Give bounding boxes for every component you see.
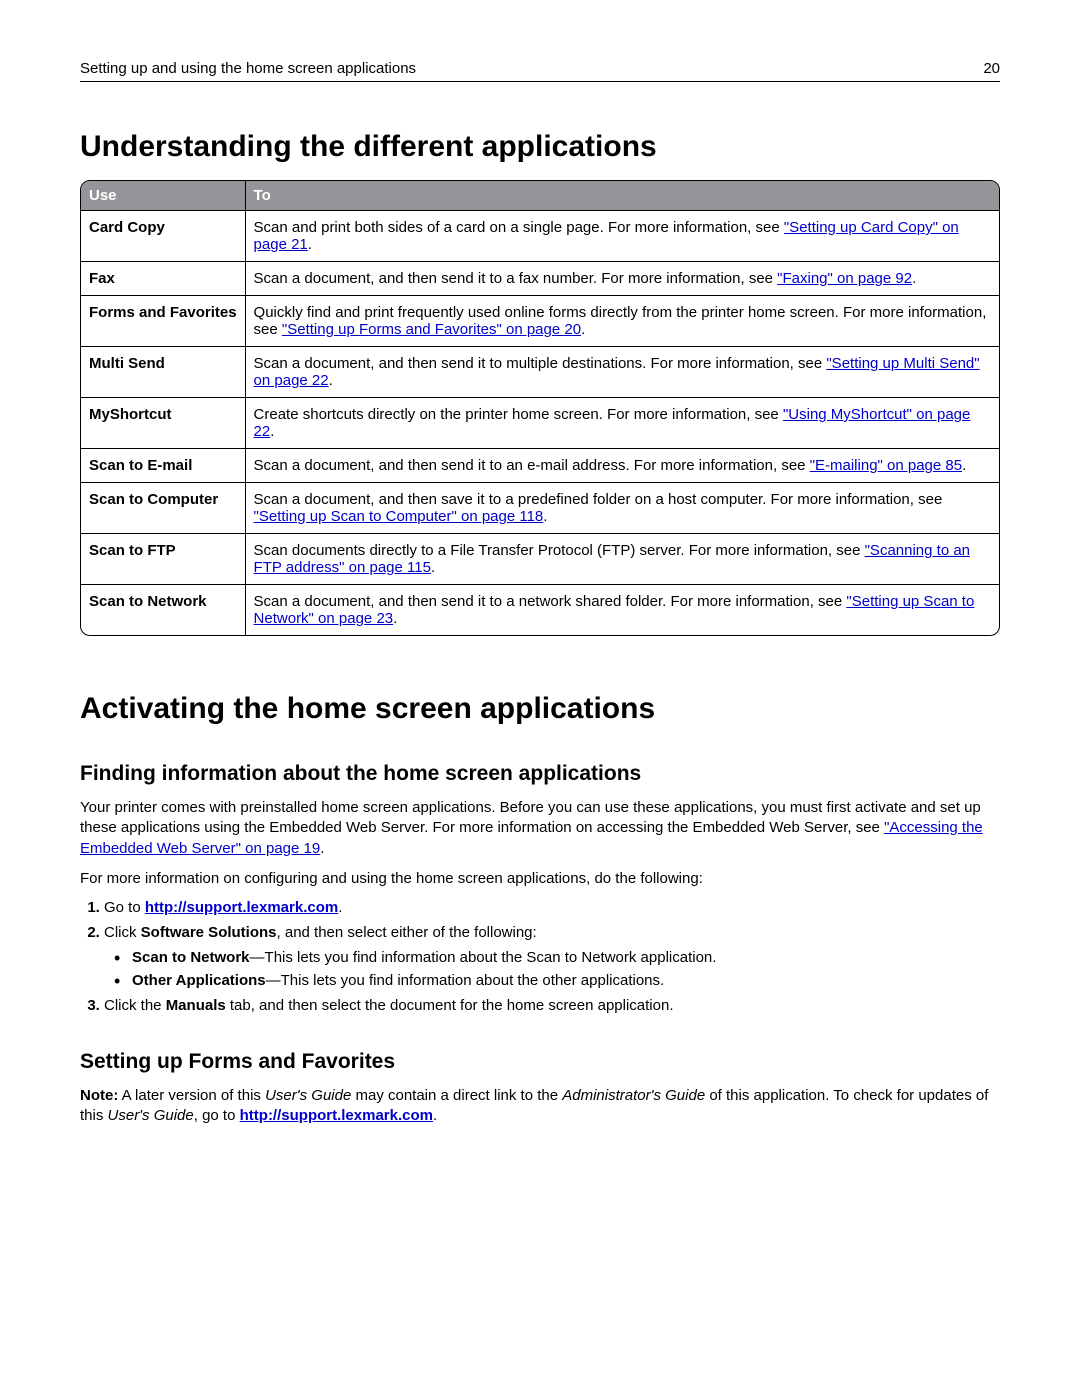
subheading-setting-up-forms: Setting up Forms and Favorites bbox=[80, 1050, 1000, 1074]
bullet2-rest: —This lets you find information about th… bbox=[266, 972, 665, 989]
step1-pre: Go to bbox=[104, 899, 145, 916]
cell-text-post: . bbox=[393, 610, 397, 627]
col-use: Use bbox=[81, 181, 246, 211]
note-mid3: , go to bbox=[194, 1107, 240, 1124]
step2-bullets: Scan to Network—This lets you find infor… bbox=[104, 949, 1000, 989]
cell-use: MyShortcut bbox=[81, 398, 246, 449]
cell-text-post: . bbox=[431, 559, 435, 576]
step2-pre: Click bbox=[104, 924, 141, 941]
bullet-other-applications: Other Applications—This lets you find in… bbox=[132, 972, 1000, 989]
table-row: Scan to E-mail Scan a document, and then … bbox=[81, 449, 999, 483]
cell-use: Card Copy bbox=[81, 211, 246, 262]
cell-use: Scan to Network bbox=[81, 585, 246, 635]
step-1: Go to http://support.lexmark.com. bbox=[104, 899, 1000, 916]
note-paragraph: Note: A later version of this User's Gui… bbox=[80, 1086, 1000, 1127]
cell-to: Create shortcuts directly on the printer… bbox=[246, 398, 999, 449]
cell-to: Quickly find and print frequently used o… bbox=[246, 296, 999, 347]
section-heading-understanding: Understanding the different applications bbox=[80, 130, 1000, 164]
col-to: To bbox=[246, 181, 999, 211]
header-title: Setting up and using the home screen app… bbox=[80, 60, 416, 77]
note-post: . bbox=[433, 1107, 437, 1124]
step-3: Click the Manuals tab, and then select t… bbox=[104, 997, 1000, 1014]
cell-text-pre: Create shortcuts directly on the printer… bbox=[254, 406, 783, 423]
cell-use: Fax bbox=[81, 262, 246, 296]
applications-table: Use To Card Copy Scan and print both side… bbox=[80, 180, 1000, 636]
step2-post: , and then select either of the followin… bbox=[277, 924, 537, 941]
table-row: Scan to FTP Scan documents directly to a … bbox=[81, 534, 999, 585]
cross-reference-link[interactable]: "E-mailing" on page 85 bbox=[810, 457, 962, 474]
bullet-scan-to-network: Scan to Network—This lets you find infor… bbox=[132, 949, 1000, 966]
paragraph-followup: For more information on configuring and … bbox=[80, 869, 1000, 889]
cell-text-post: . bbox=[270, 423, 274, 440]
note-mid1: may contain a direct link to the bbox=[351, 1087, 562, 1104]
cell-to: Scan a document, and then send it to a n… bbox=[246, 585, 999, 635]
step-2: Click Software Solutions, and then selec… bbox=[104, 924, 1000, 989]
cell-text-pre: Scan documents directly to a File Transf… bbox=[254, 542, 865, 559]
cell-text-post: . bbox=[329, 372, 333, 389]
note-i1: User's Guide bbox=[265, 1087, 351, 1104]
table-row: Card Copy Scan and print both sides of a … bbox=[81, 211, 999, 262]
note-i2: Administrator's Guide bbox=[562, 1087, 705, 1104]
steps-list: Go to http://support.lexmark.com. Click … bbox=[80, 899, 1000, 1014]
bullet2-bold: Other Applications bbox=[132, 972, 266, 989]
cell-to: Scan a document, and then send it to a f… bbox=[246, 262, 999, 296]
cell-text-post: . bbox=[912, 270, 916, 287]
cell-text-pre: Scan a document, and then send it to a n… bbox=[254, 593, 847, 610]
paragraph-intro: Your printer comes with preinstalled hom… bbox=[80, 798, 1000, 859]
link-support-lexmark-1[interactable]: http://support.lexmark.com bbox=[145, 899, 338, 916]
section-heading-activating: Activating the home screen applications bbox=[80, 692, 1000, 726]
page-header: Setting up and using the home screen app… bbox=[80, 60, 1000, 82]
cell-to: Scan a document, and then save it to a p… bbox=[246, 483, 999, 534]
note-pre: A later version of this bbox=[118, 1087, 265, 1104]
cell-to: Scan a document, and then send it to mul… bbox=[246, 347, 999, 398]
link-support-lexmark-2[interactable]: http://support.lexmark.com bbox=[240, 1107, 433, 1124]
bullet1-rest: —This lets you find information about th… bbox=[250, 949, 717, 966]
document-page: Setting up and using the home screen app… bbox=[0, 0, 1080, 1397]
table-row: Scan to Network Scan a document, and then… bbox=[81, 585, 999, 635]
cross-reference-link[interactable]: "Setting up Scan to Computer" on page 11… bbox=[254, 508, 544, 525]
cell-use: Forms and Favorites bbox=[81, 296, 246, 347]
cell-use: Scan to E-mail bbox=[81, 449, 246, 483]
table-row: Multi Send Scan a document, and then send… bbox=[81, 347, 999, 398]
cell-text-pre: Scan a document, and then send it to a f… bbox=[254, 270, 778, 287]
step3-post: tab, and then select the document for th… bbox=[226, 997, 674, 1014]
page-number: 20 bbox=[983, 60, 1000, 77]
cell-text-pre: Scan a document, and then send it to mul… bbox=[254, 355, 827, 372]
cell-to: Scan and print both sides of a card on a… bbox=[246, 211, 999, 262]
cell-text-pre: Scan a document, and then send it to an … bbox=[254, 457, 810, 474]
cell-use: Scan to FTP bbox=[81, 534, 246, 585]
cell-text-post: . bbox=[962, 457, 966, 474]
cell-to: Scan a document, and then send it to an … bbox=[246, 449, 999, 483]
table-row: Scan to Computer Scan a document, and the… bbox=[81, 483, 999, 534]
para1-pre: Your printer comes with preinstalled hom… bbox=[80, 799, 981, 836]
step1-post: . bbox=[338, 899, 342, 916]
cross-reference-link[interactable]: "Faxing" on page 92 bbox=[777, 270, 912, 287]
cross-reference-link[interactable]: "Setting up Forms and Favorites" on page… bbox=[282, 321, 581, 338]
para1-post: . bbox=[320, 840, 324, 857]
cell-use: Scan to Computer bbox=[81, 483, 246, 534]
cell-text-post: . bbox=[581, 321, 585, 338]
note-label: Note: bbox=[80, 1087, 118, 1104]
cell-text-pre: Scan a document, and then save it to a p… bbox=[254, 491, 943, 508]
step3-pre: Click the bbox=[104, 997, 166, 1014]
step2-bold: Software Solutions bbox=[141, 924, 277, 941]
bullet1-bold: Scan to Network bbox=[132, 949, 250, 966]
step3-bold: Manuals bbox=[166, 997, 226, 1014]
cell-text-pre: Scan and print both sides of a card on a… bbox=[254, 219, 784, 236]
cell-to: Scan documents directly to a File Transf… bbox=[246, 534, 999, 585]
cell-text-post: . bbox=[543, 508, 547, 525]
note-i3: User's Guide bbox=[108, 1107, 194, 1124]
table-row: Fax Scan a document, and then send it to … bbox=[81, 262, 999, 296]
cell-text-post: . bbox=[308, 236, 312, 253]
table-row: Forms and FavoritesQuickly find and prin… bbox=[81, 296, 999, 347]
subheading-finding-info: Finding information about the home scree… bbox=[80, 762, 1000, 786]
cell-use: Multi Send bbox=[81, 347, 246, 398]
table-row: MyShortcut Create shortcuts directly on t… bbox=[81, 398, 999, 449]
